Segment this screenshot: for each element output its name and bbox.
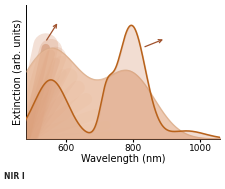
Text: NIR I: NIR I <box>4 172 24 181</box>
Y-axis label: Extinction (arb. units): Extinction (arb. units) <box>13 19 23 125</box>
X-axis label: Wavelength (nm): Wavelength (nm) <box>81 154 165 164</box>
